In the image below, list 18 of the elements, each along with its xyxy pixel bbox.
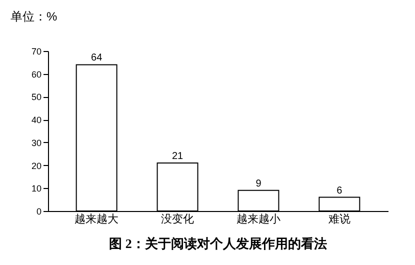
y-tick-label: 20 xyxy=(31,160,42,171)
y-tick-label: 10 xyxy=(31,184,42,194)
y-axis-title: 单位：% xyxy=(10,10,58,24)
data-label: 64 xyxy=(91,52,103,64)
y-tick-label: 0 xyxy=(36,206,42,216)
x-tick-label: 越来越大 xyxy=(74,212,119,226)
data-label: 9 xyxy=(256,178,262,190)
text: 图 2：关于阅读对个人发展作用的看法 xyxy=(109,236,327,251)
x-tick-label: 越来越小 xyxy=(236,212,280,226)
y-tick-label: 70 xyxy=(31,46,42,56)
y-tick-label: 30 xyxy=(31,138,42,148)
x-tick-label: 难说 xyxy=(328,214,350,226)
y-tick-label: 50 xyxy=(31,92,42,102)
y-tick-label: 40 xyxy=(31,115,42,126)
data-label: 21 xyxy=(172,151,184,162)
x-tick-label: 没变化 xyxy=(161,212,194,226)
data-label: 6 xyxy=(336,185,343,196)
y-tick-label: 60 xyxy=(31,69,42,80)
